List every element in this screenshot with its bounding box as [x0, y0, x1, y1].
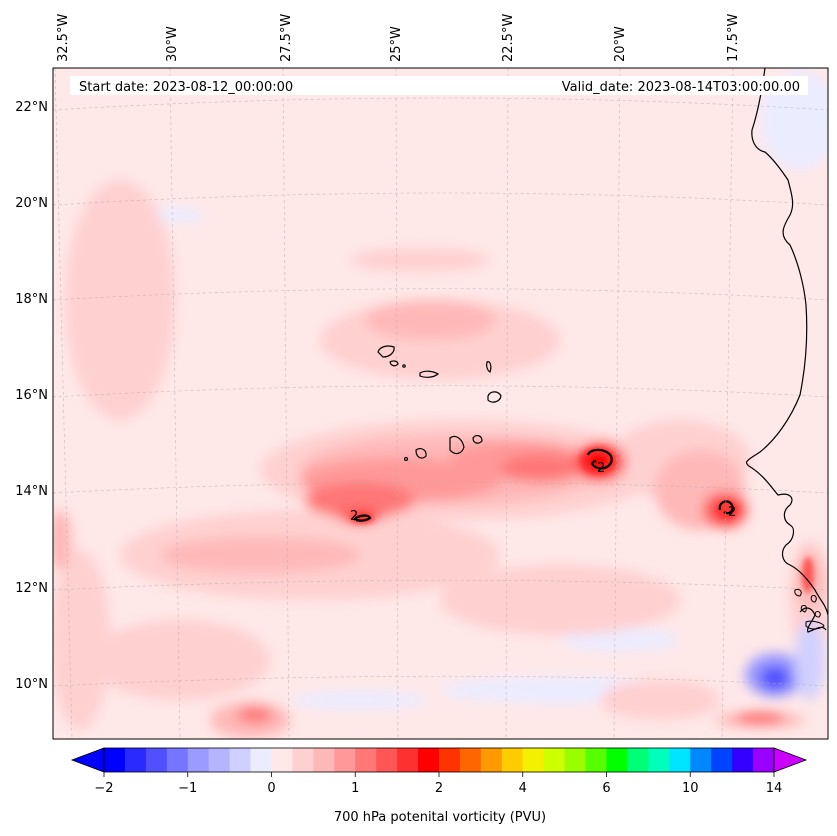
- colorbar-swatch: [606, 748, 629, 772]
- colorbar-swatch: [229, 748, 252, 772]
- colorbar-swatch: [501, 748, 524, 772]
- pv-field: [53, 70, 828, 738]
- pv-contours: [353, 448, 734, 522]
- colorbar-swatch: [166, 748, 189, 772]
- island-sao-vicente: [389, 360, 399, 367]
- colorbar-swatch: [564, 748, 587, 772]
- colorbar-swatch: [292, 748, 314, 772]
- lat-label: 22°N: [15, 100, 48, 115]
- lon-label: 17.5°W: [726, 14, 741, 62]
- colorbar: −2 −1 0 1 2 4 6 10 14 700 hPa potenital vorticit…: [70, 747, 808, 825]
- colorbar-swatch: [271, 748, 294, 772]
- colorbar-tick-label: 0: [267, 781, 275, 796]
- longitude-labels: 32.5°W 30°W 27.5°W 25°W 22.5°W 20°W 17.5…: [56, 14, 741, 62]
- lon-label: 20°W: [613, 26, 628, 62]
- lon-label: 22.5°W: [501, 14, 516, 62]
- lon-label: 25°W: [389, 26, 404, 62]
- colorbar-swatch: [355, 748, 377, 772]
- island-sao-nicolau: [419, 370, 440, 378]
- contour-label: 2: [728, 505, 736, 520]
- colorbar-tick-label: −2: [94, 781, 113, 796]
- lat-label: 10°N: [15, 677, 48, 692]
- colorbar-swatch: [104, 748, 126, 772]
- gulf-coastline: [799, 607, 827, 633]
- lat-label: 16°N: [15, 388, 48, 403]
- colorbar-swatch: [187, 748, 210, 772]
- contour-near-coast: [718, 500, 734, 515]
- colorbar-swatch: [648, 748, 670, 772]
- colorbar-swatch: [459, 748, 482, 772]
- start-date-label: Start date: 2023-08-12_00:00:00: [79, 80, 293, 95]
- island-santo-antao: [377, 345, 395, 358]
- colorbar-under-arrow: [70, 747, 105, 773]
- colorbar-tick-label: −1: [178, 781, 197, 796]
- colorbar-tick-label: 2: [435, 781, 443, 796]
- island-sal: [486, 361, 492, 373]
- contour-southwest: [353, 514, 372, 522]
- lon-label: 27.5°W: [279, 14, 294, 62]
- lat-label: 20°N: [15, 196, 48, 211]
- cape-verde-islands: [377, 345, 502, 462]
- colorbar-swatch: [522, 748, 545, 772]
- coastal-islands: [794, 589, 825, 630]
- colorbar-swatch: [690, 748, 712, 772]
- colorbar-swatch: [376, 748, 398, 772]
- colorbar-swatch: [418, 748, 440, 772]
- colorbar-swatch: [250, 748, 273, 772]
- contour-label: 2: [597, 461, 605, 476]
- colorbar-ticks: −2 −1 0 1 2 4 6 10 14: [94, 772, 782, 796]
- colorbar-swatch: [397, 748, 419, 772]
- island-maio: [472, 435, 483, 444]
- latitude-labels: 22°N 20°N 18°N 16°N 14°N 12°N 10°N: [15, 100, 48, 692]
- map-area: 2 2 2: [53, 68, 828, 739]
- contour-east-cape-verde: [586, 448, 613, 470]
- gridlines: [53, 68, 828, 739]
- colorbar-tick-label: 6: [602, 781, 610, 796]
- colorbar-label: 700 hPa potenital vorticity (PVU): [334, 810, 546, 825]
- colorbar-swatch: [711, 748, 733, 772]
- africa-coastline: [745, 68, 828, 616]
- colorbar-swatch: [313, 748, 335, 772]
- colorbar-swatch: [669, 748, 691, 772]
- island-boa-vista: [487, 391, 502, 403]
- lon-label: 30°W: [165, 26, 180, 62]
- colorbar-swatch: [753, 748, 775, 772]
- lat-label: 18°N: [15, 292, 48, 307]
- coastlines: [745, 68, 828, 633]
- map-frame: [52, 67, 829, 740]
- colorbar-swatches: [104, 748, 775, 772]
- colorbar-swatch: [585, 748, 608, 772]
- contour-label: 2: [350, 509, 358, 524]
- valid-date-label: Valid_date: 2023-08-14T03:00:00.00: [562, 80, 800, 95]
- colorbar-swatch: [208, 748, 231, 772]
- colorbar-swatch: [543, 748, 566, 772]
- colorbar-swatch: [480, 748, 503, 772]
- colorbar-swatch: [439, 748, 461, 772]
- colorbar-swatch: [145, 748, 168, 772]
- colorbar-tick-label: 10: [682, 781, 699, 796]
- colorbar-over-arrow: [773, 747, 808, 773]
- lon-label: 32.5°W: [56, 14, 71, 62]
- colorbar-swatch: [732, 748, 754, 772]
- lat-label: 14°N: [15, 484, 48, 499]
- island-fogo: [415, 448, 427, 459]
- colorbar-tick-label: 14: [766, 781, 783, 796]
- date-annotation-box: [70, 76, 808, 95]
- colorbar-swatch: [334, 748, 356, 772]
- lat-label: 12°N: [15, 581, 48, 596]
- colorbar-tick-label: 4: [519, 781, 527, 796]
- colorbar-swatch: [627, 748, 649, 772]
- colorbar-swatch: [124, 748, 147, 772]
- island-santiago: [449, 435, 465, 455]
- colorbar-tick-label: 1: [351, 781, 359, 796]
